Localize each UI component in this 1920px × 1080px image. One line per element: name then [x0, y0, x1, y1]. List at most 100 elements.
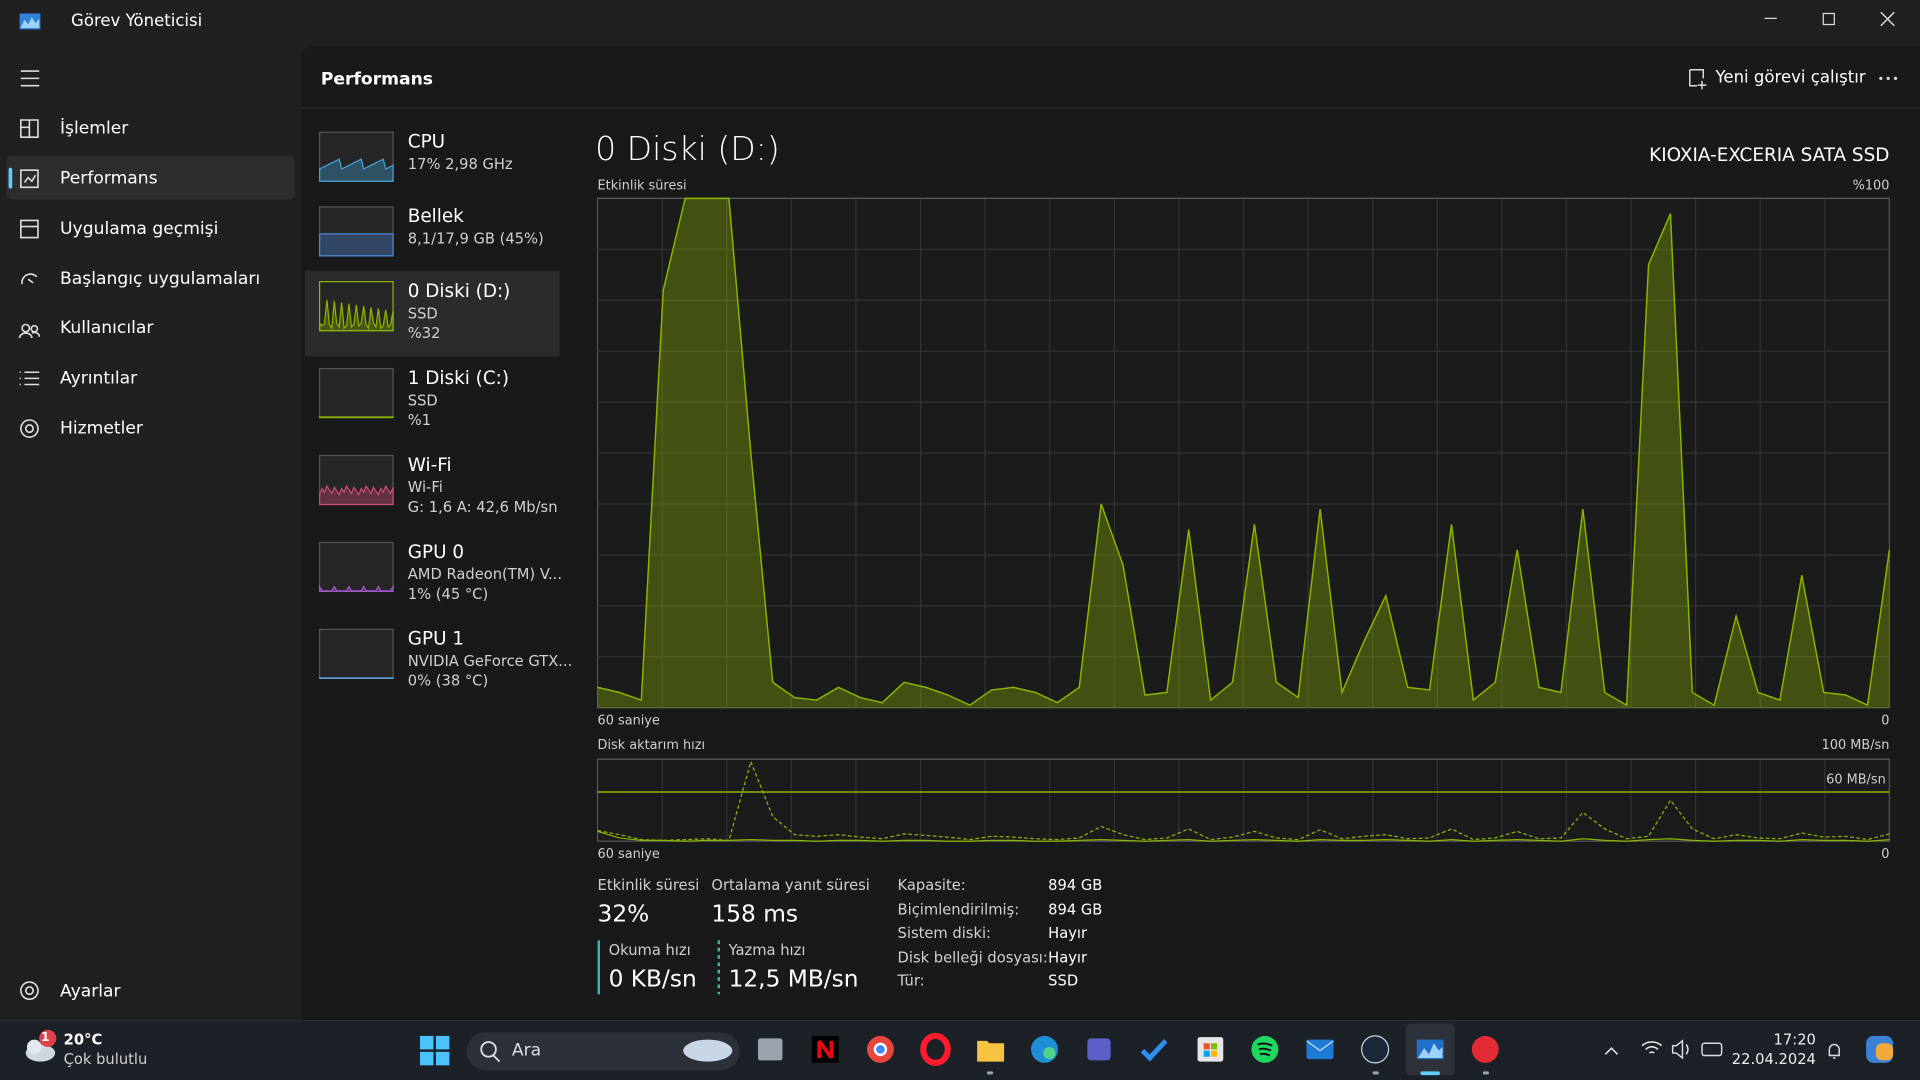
search-icon-handle — [492, 1054, 501, 1063]
app-icon-red[interactable] — [1471, 1035, 1499, 1063]
device-thumbnail — [318, 206, 394, 257]
nav-label[interactable]: Kullanıcılar — [60, 318, 154, 338]
device-thumbnail — [318, 454, 394, 506]
nav-label[interactable]: Ayrıntılar — [60, 368, 138, 389]
clock-time[interactable]: 17:20 — [1773, 1031, 1816, 1049]
device-thumbnail — [318, 628, 394, 679]
x-label-left: 60 saniye — [597, 847, 660, 862]
tray-overflow[interactable] — [1604, 1047, 1619, 1055]
stat-value: 158 ms — [711, 900, 799, 928]
close-button[interactable] — [1880, 11, 1895, 27]
teams-icon[interactable] — [1087, 1038, 1111, 1061]
device-detail: Wi-Fi — [407, 478, 443, 496]
start-button[interactable] — [420, 1035, 450, 1066]
device-name[interactable]: Bellek — [407, 205, 464, 228]
notification-icon[interactable] — [1828, 1043, 1840, 1059]
device-detail: SSD — [407, 391, 438, 409]
device-thumbnail — [318, 541, 394, 593]
performance-icon — [20, 169, 39, 189]
stat-label: Yazma hızı — [728, 941, 806, 959]
battery-icon[interactable] — [1701, 1042, 1723, 1057]
property-label: Biçimlendirilmiş: — [897, 900, 1020, 918]
thumbnail-graph — [318, 233, 394, 257]
property-value: Hayır — [1048, 924, 1088, 942]
clock-date[interactable]: 22.04.2024 — [1731, 1050, 1816, 1068]
property-value: 894 GB — [1048, 900, 1103, 918]
device-name[interactable]: 1 Diski (C:) — [407, 366, 510, 389]
stat-value: 32% — [597, 900, 650, 928]
users-icon — [18, 323, 40, 339]
search-placeholder[interactable]: Ara — [511, 1040, 542, 1061]
nav-label[interactable]: Hizmetler — [60, 418, 143, 439]
volume-icon[interactable] — [1671, 1039, 1689, 1060]
device-detail: SSD — [407, 304, 438, 323]
opera-icon[interactable] — [920, 1032, 951, 1066]
taskbar — [0, 1020, 1920, 1080]
mail-icon[interactable] — [1306, 1039, 1334, 1060]
app-icon-graph — [20, 17, 40, 29]
todo-icon[interactable] — [1140, 1039, 1168, 1062]
y-max-label: 100 MB/sn — [1821, 738, 1890, 753]
device-name[interactable]: Wi-Fi — [407, 453, 452, 476]
device-detail: NVIDIA GeForce GTX... — [407, 652, 573, 670]
wifi-icon[interactable] — [1641, 1041, 1663, 1054]
nav-label[interactable]: İşlemler — [60, 118, 129, 139]
mail-flap — [1306, 1040, 1334, 1052]
write-line — [597, 759, 1890, 842]
property-label: Disk belleği dosyası: — [897, 948, 1048, 966]
stat-value: 0 KB/sn — [608, 965, 697, 993]
thumbnail-graph — [318, 416, 394, 419]
restore-button[interactable] — [1822, 12, 1835, 26]
chart-title: Etkinlik süresi — [597, 178, 687, 194]
store-tiles — [1203, 1043, 1218, 1057]
taskview-icon[interactable] — [757, 1038, 783, 1061]
device-detail: G: 1,6 A: 42,6 Mb/sn — [407, 498, 558, 516]
device-detail: %1 — [407, 411, 432, 429]
explorer-icon[interactable] — [977, 1040, 1005, 1062]
property-value: SSD — [1048, 972, 1079, 990]
activity-line — [597, 197, 1891, 707]
device-detail: AMD Radeon(TM) V... — [407, 565, 563, 583]
menu-button[interactable] — [20, 70, 40, 87]
stat-value: 12,5 MB/sn — [728, 965, 859, 993]
run-task-icon[interactable] — [1689, 69, 1705, 87]
weather-desc[interactable]: Çok bulutlu — [63, 1050, 148, 1068]
x-label-left: 60 saniye — [597, 713, 660, 729]
more-button[interactable] — [1879, 76, 1898, 80]
device-name[interactable]: GPU 0 — [407, 540, 465, 563]
store-icon[interactable] — [1197, 1037, 1224, 1062]
copilot-accent — [1875, 1043, 1894, 1061]
property-label: Kapasite: — [897, 876, 966, 894]
disk-model: KIOXIA-EXCERIA SATA SSD — [1649, 143, 1890, 166]
run-task-button[interactable]: Yeni görevi çalıştır — [1715, 67, 1866, 88]
settings-label[interactable]: Ayarlar — [60, 982, 121, 1002]
device-name[interactable]: 0 Diski (D:) — [407, 279, 511, 302]
processes-icon — [20, 119, 39, 138]
stat-label: Etkinlik süresi — [597, 876, 700, 894]
nav-item-selected[interactable] — [6, 155, 296, 200]
device-name[interactable]: CPU — [407, 130, 446, 153]
services-icon — [20, 419, 39, 438]
nav-label[interactable]: Uygulama geçmişi — [60, 219, 219, 239]
thumbnail-graph — [318, 484, 394, 506]
nav-label[interactable]: Performans — [60, 168, 158, 189]
steam-icon[interactable] — [1361, 1035, 1390, 1064]
read-line — [597, 830, 1890, 842]
page-title: Performans — [320, 69, 433, 90]
device-thumbnail — [318, 131, 394, 182]
device-detail: 17% 2,98 GHz — [407, 155, 513, 173]
thumbnail-graph — [318, 158, 394, 182]
device-name[interactable]: GPU 1 — [407, 627, 465, 650]
netflix-n — [817, 1039, 834, 1060]
active-indicator — [1420, 1071, 1441, 1076]
history-icon — [20, 219, 39, 239]
weather-temp[interactable]: 20°C — [63, 1031, 103, 1049]
x-label-right: 0 — [1881, 847, 1890, 862]
nav-label[interactable]: Başlangıç uygulamaları — [60, 269, 261, 289]
device-detail: 0% (38 °C) — [407, 672, 489, 690]
y-max-label: %100 — [1852, 178, 1890, 194]
property-value: 894 GB — [1048, 876, 1103, 894]
chart-title: Disk aktarım hızı — [597, 738, 706, 753]
